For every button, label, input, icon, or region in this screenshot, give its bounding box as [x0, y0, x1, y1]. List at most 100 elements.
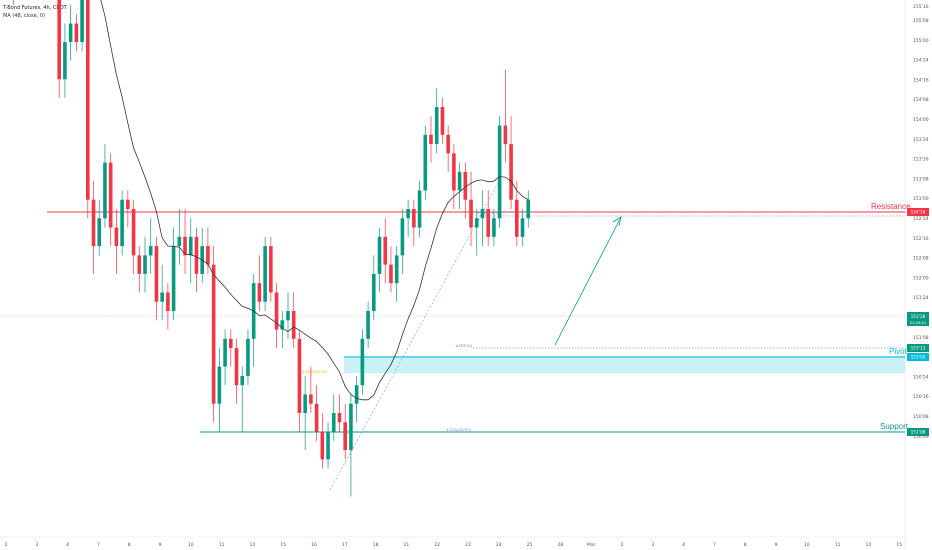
candle-body — [412, 209, 416, 228]
fib-left-text: 0.618(153'07) — [302, 370, 327, 374]
candle-body — [520, 218, 525, 237]
candle-body — [474, 218, 479, 228]
candle-body — [108, 162, 113, 228]
candle-body — [492, 218, 496, 237]
candle-body — [160, 292, 164, 302]
time-tick-label: 8 — [744, 542, 747, 548]
candle-body — [223, 338, 227, 367]
candle-body — [297, 338, 302, 413]
candle-body — [480, 209, 485, 219]
time-tick-label: 21 — [404, 542, 410, 548]
time-tick-label: 7 — [713, 542, 716, 548]
time-tick-label: 16 — [311, 542, 317, 548]
candle-body — [154, 246, 159, 302]
candle-body — [286, 311, 290, 321]
candle-body — [343, 422, 347, 451]
candle-body — [211, 264, 216, 404]
candle-body — [320, 431, 325, 460]
candle-body — [257, 283, 262, 302]
price-tick-label: 150'08 — [913, 414, 929, 420]
time-tick-label: 18 — [373, 542, 379, 548]
candle-body — [515, 199, 519, 237]
candle-body — [143, 255, 147, 274]
price-tick-label: 154'00 — [913, 117, 929, 123]
candle-body — [103, 162, 107, 219]
candle-body — [137, 255, 142, 274]
projection-arrow — [554, 218, 621, 346]
price-tick-label: 151'24 — [913, 295, 929, 301]
candle-body — [291, 311, 296, 339]
price-tick-label: 155'00 — [913, 38, 929, 44]
candle-body — [337, 413, 342, 423]
time-tick-label: 10 — [188, 542, 194, 548]
candle-body — [429, 134, 433, 145]
candle-body — [74, 23, 79, 43]
candle-body — [91, 199, 96, 247]
price-tick-label: 154'08 — [913, 97, 929, 103]
price-tick-label: 154'16 — [913, 77, 929, 83]
time-tick-label: 14 — [866, 542, 872, 548]
candle-body — [503, 125, 508, 145]
candle-body — [314, 403, 319, 432]
time-tick-label: 25 — [527, 542, 533, 548]
pivot-label: Pivot — [889, 347, 908, 356]
candle-body — [114, 227, 119, 247]
candle-body — [526, 199, 531, 219]
candle-body — [383, 236, 388, 265]
fib-trend-line — [329, 179, 501, 491]
price-tick-label: 152'00 — [913, 275, 929, 281]
candle-body — [57, 0, 61, 80]
time-tick-label: 3 — [35, 542, 38, 548]
price-tick-label: 152'16 — [913, 236, 929, 242]
price-tick-label: 150'00 — [913, 434, 929, 440]
candle-body — [194, 236, 199, 274]
pivot-price-tag: 153'05 — [911, 355, 926, 361]
price-tick-label: 152'24 — [913, 216, 929, 222]
candle-body — [234, 348, 239, 386]
candle-body — [274, 292, 279, 330]
current-price-tag-bg — [907, 312, 929, 326]
time-tick-label: 15 — [896, 542, 902, 548]
time-tick-label: 14 — [250, 542, 256, 548]
candle-body — [240, 375, 245, 386]
candle-body — [148, 246, 153, 256]
time-tick-label: 4 — [682, 542, 685, 548]
candle-body — [206, 246, 210, 265]
current-countdown: 01:45:45 — [910, 321, 926, 325]
candle-body — [131, 209, 136, 256]
candle-body — [280, 320, 285, 330]
candle-body — [303, 394, 307, 413]
time-tick-label: 2 — [5, 542, 8, 548]
time-tick-label: 7 — [97, 542, 100, 548]
candle-body — [377, 236, 382, 274]
price-tick-label: 153'00 — [913, 196, 929, 202]
candle-body — [326, 431, 330, 460]
candle-body — [389, 264, 393, 284]
current-price-tag: 153'28 — [911, 314, 926, 320]
time-tick-label: 24 — [496, 542, 502, 548]
candle-body — [183, 236, 187, 256]
time-tick-label: 22 — [434, 542, 440, 548]
candle-body — [434, 107, 439, 145]
candle-body — [331, 413, 336, 432]
pivot-zone — [344, 356, 905, 373]
price-tick-label: 154'24 — [913, 58, 929, 64]
candle-body — [86, 0, 90, 200]
indicator-label: MA (48, close, 0) — [3, 13, 46, 19]
candle-body — [80, 0, 84, 43]
time-tick-label: 2 — [621, 542, 624, 548]
time-tick-label: 4 — [66, 542, 69, 548]
fib-pivot-text: 1(153'12) — [455, 344, 473, 348]
time-tick-label: 17 — [342, 542, 348, 548]
moving-average-line — [100, 0, 529, 401]
candle-body — [217, 366, 222, 404]
candle-body — [166, 292, 170, 311]
candle-body — [400, 218, 405, 256]
candle-body — [394, 255, 399, 284]
candle-body — [509, 144, 513, 200]
candle-body — [63, 42, 67, 80]
time-tick-label: 10 — [804, 542, 810, 548]
candle-body — [486, 209, 490, 237]
chart-title: T-Bond Futures, 4h, CBOT — [3, 5, 67, 11]
